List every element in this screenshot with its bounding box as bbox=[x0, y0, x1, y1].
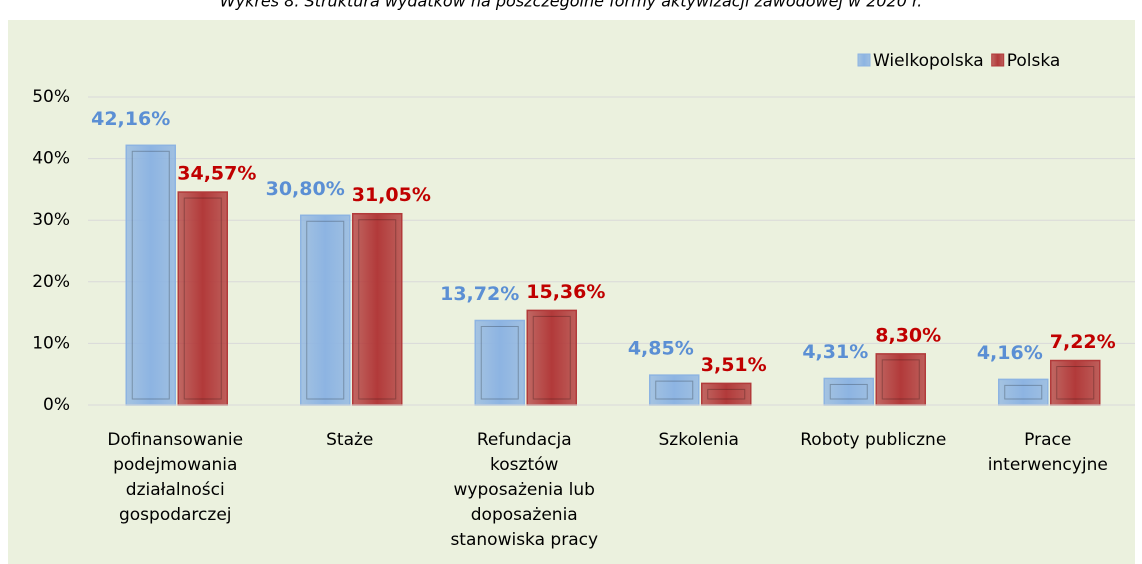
x-tick-label: Staże bbox=[326, 430, 374, 450]
bar-bevel bbox=[131, 150, 170, 400]
chart-title: Wykres 8. Struktura wydatków na poszczeg… bbox=[220, 0, 922, 11]
legend-swatch bbox=[991, 53, 1005, 67]
bar-bevel bbox=[881, 359, 920, 400]
y-tick-label: 10% bbox=[32, 333, 70, 353]
data-label: 15,36% bbox=[526, 281, 605, 303]
x-tick-label: Dofinansowanie podejmowania działalności… bbox=[107, 430, 244, 525]
data-label: 13,72% bbox=[440, 283, 519, 305]
bar bbox=[701, 382, 752, 406]
x-tick-label: Prace interwencyjne bbox=[987, 430, 1108, 475]
y-tick-label: 40% bbox=[32, 149, 70, 169]
y-tick-label: 0% bbox=[43, 395, 70, 415]
bar-bevel bbox=[707, 388, 746, 400]
y-tick-label: 20% bbox=[32, 272, 70, 292]
bar bbox=[177, 191, 228, 406]
bar bbox=[352, 212, 403, 406]
bar-bevel bbox=[358, 219, 397, 400]
bar-bevel bbox=[306, 220, 345, 400]
bar-bevel bbox=[532, 315, 571, 400]
bar bbox=[474, 319, 525, 406]
legend-label: Polska bbox=[1007, 51, 1061, 71]
bar bbox=[649, 374, 700, 406]
bar-bevel bbox=[829, 383, 868, 400]
legend-swatch bbox=[857, 53, 871, 67]
x-tick-label: Szkolenia bbox=[658, 430, 739, 450]
bar-bevel bbox=[1056, 366, 1095, 400]
legend-label: Wielkopolska bbox=[873, 51, 984, 71]
data-label: 34,57% bbox=[177, 163, 256, 185]
bar bbox=[1050, 359, 1101, 406]
data-label: 31,05% bbox=[352, 184, 431, 206]
data-label: 8,30% bbox=[875, 324, 941, 346]
bar bbox=[875, 353, 926, 406]
x-tick-label: Refundacja kosztów wyposażenia lub dopos… bbox=[450, 430, 599, 550]
bar-bevel bbox=[1004, 384, 1043, 400]
data-label: 30,80% bbox=[266, 178, 345, 200]
data-label: 42,16% bbox=[91, 108, 170, 130]
x-tick-label: Roboty publiczne bbox=[800, 430, 947, 450]
bar bbox=[300, 214, 351, 406]
y-tick-label: 50% bbox=[32, 87, 70, 107]
y-tick-label: 30% bbox=[32, 210, 70, 230]
bar-bevel bbox=[183, 197, 222, 400]
bar-bevel bbox=[655, 380, 694, 400]
bar bbox=[823, 377, 874, 406]
bar bbox=[998, 378, 1049, 406]
bar-bevel bbox=[480, 325, 519, 400]
data-label: 4,31% bbox=[802, 341, 868, 363]
data-label: 4,85% bbox=[628, 338, 694, 360]
data-label: 7,22% bbox=[1050, 331, 1116, 353]
bar bbox=[526, 309, 577, 406]
bar bbox=[125, 144, 176, 406]
data-label: 3,51% bbox=[701, 354, 767, 376]
data-label: 4,16% bbox=[977, 342, 1043, 364]
